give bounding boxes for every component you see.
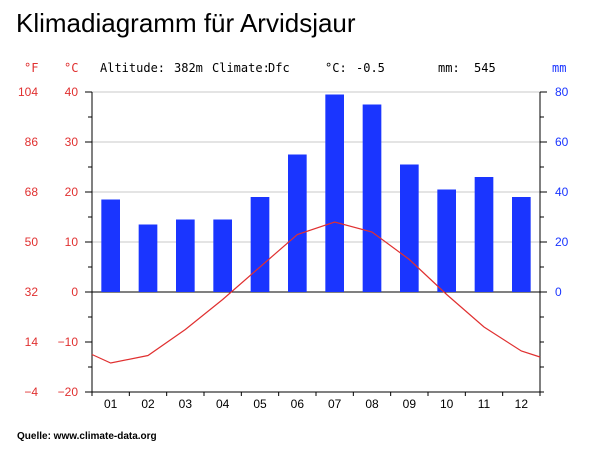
celsius-tick-label: −10 — [58, 335, 79, 349]
mean-temp-value: -0.5 — [356, 61, 385, 75]
month-label-05: 05 — [253, 397, 267, 411]
temperature-line — [91, 221, 541, 364]
precip-bar-02 — [138, 224, 158, 292]
chart-title: Klimadiagramm für Arvidsjaur — [16, 8, 356, 38]
month-label-06: 06 — [291, 397, 305, 411]
month-label-02: 02 — [141, 397, 155, 411]
fahrenheit-tick-label: 86 — [25, 135, 39, 149]
precip-bar-10 — [437, 189, 456, 292]
precip-tick-label: 20 — [555, 235, 569, 249]
temperature-line-group — [91, 221, 541, 364]
celsius-tick-label: 40 — [65, 85, 79, 99]
source-note: Quelle: www.climate-data.org — [17, 431, 157, 442]
mm-unit-label: mm — [552, 61, 566, 75]
mean-temp-label: °C: — [325, 61, 347, 75]
celsius-tick-label: 0 — [71, 285, 78, 299]
fahrenheit-tick-label: 104 — [18, 85, 38, 99]
tick-marks — [85, 91, 547, 396]
fahrenheit-tick-label: 14 — [25, 335, 39, 349]
fahrenheit-tick-label: 32 — [25, 285, 39, 299]
climate-value: Dfc — [268, 61, 290, 75]
precipitation-bars — [101, 94, 531, 292]
precip-bar-09 — [400, 164, 419, 292]
month-label-04: 04 — [216, 397, 230, 411]
precip-bar-12 — [512, 197, 531, 292]
celsius-tick-label: 20 — [65, 185, 79, 199]
month-label-01: 01 — [104, 397, 118, 411]
precip-bar-06 — [288, 154, 307, 292]
precip-label: mm: — [438, 61, 460, 75]
precip-bar-08 — [362, 104, 382, 292]
celsius-unit-label: °C — [64, 61, 78, 75]
fahrenheit-unit-label: °F — [24, 61, 38, 75]
precip-bar-11 — [474, 177, 494, 292]
month-label-08: 08 — [365, 397, 379, 411]
altitude-value: 382m — [174, 61, 203, 75]
precip-value: 545 — [474, 61, 496, 75]
celsius-tick-label: 10 — [65, 235, 79, 249]
month-label-09: 09 — [403, 397, 417, 411]
precip-bar-07 — [325, 94, 344, 292]
precip-tick-label: 80 — [555, 85, 569, 99]
fahrenheit-tick-label: 50 — [25, 235, 39, 249]
month-label-10: 10 — [440, 397, 454, 411]
precip-tick-label: 60 — [555, 135, 569, 149]
precip-tick-label: 0 — [555, 285, 562, 299]
month-label-12: 12 — [515, 397, 529, 411]
precip-bar-01 — [101, 199, 120, 292]
fahrenheit-tick-label: 68 — [25, 185, 39, 199]
precip-bar-04 — [213, 219, 232, 292]
month-label-11: 11 — [478, 397, 491, 411]
fahrenheit-tick-label: −4 — [24, 385, 38, 399]
precip-bar-03 — [176, 219, 195, 292]
precip-bar-05 — [250, 197, 270, 292]
axis-labels: 40 104 30 86 20 68 10 50 0 32 −10 14 −20 −4 80 60 40 20 0 0… — [18, 85, 569, 411]
precip-tick-label: 40 — [555, 185, 569, 199]
altitude-label: Altitude: — [100, 61, 165, 75]
climate-label: Climate: — [212, 61, 270, 75]
celsius-tick-label: −20 — [58, 385, 79, 399]
month-label-03: 03 — [179, 397, 193, 411]
celsius-tick-label: 30 — [65, 135, 79, 149]
month-label-07: 07 — [328, 397, 342, 411]
